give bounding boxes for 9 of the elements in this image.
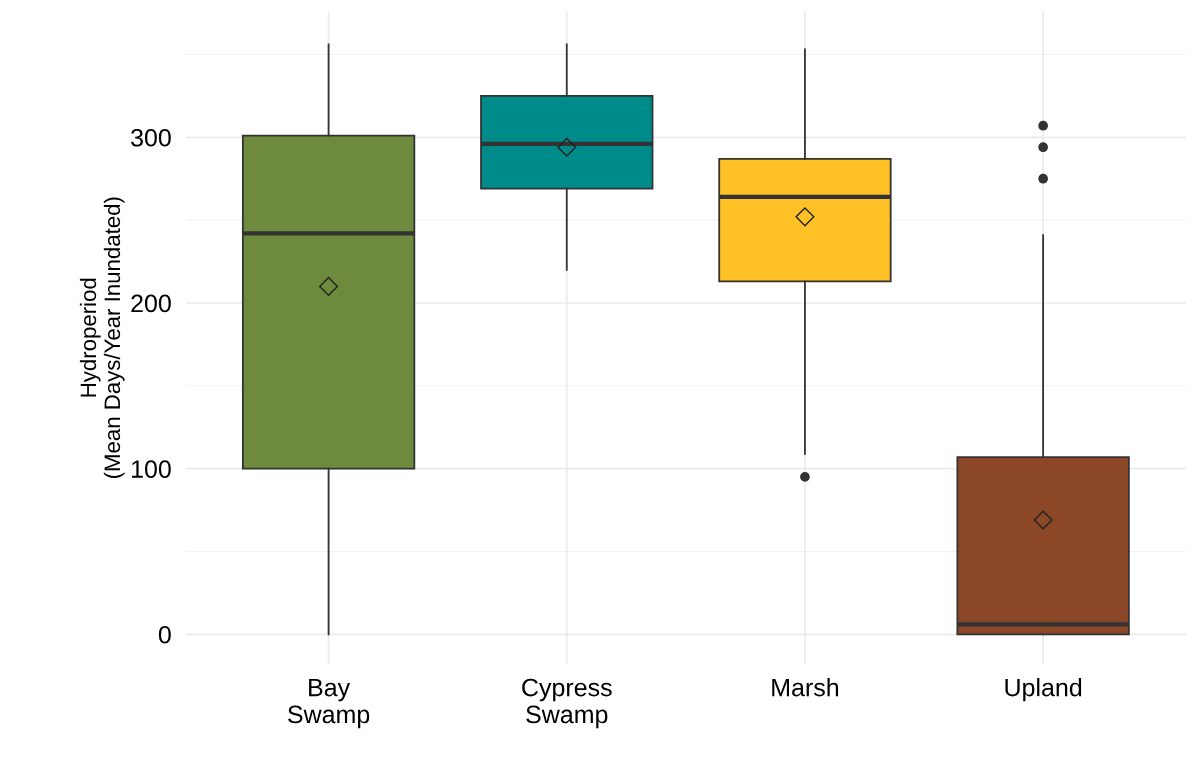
y-tick-label: 100 [132,460,171,478]
x-tick-label: Bay Swamp [288,678,370,729]
y-tick-label: 0 [158,625,171,644]
x-tick-label: Cypress Swamp [522,678,612,729]
y-tick-label: 300 [131,128,171,147]
x-tick-label: Marsh [772,678,839,697]
y-tick-label: 200 [131,294,171,313]
y-axis-title: Hydroperiod (Mean Days/Year Inundated) [79,197,125,479]
x-tick-label: Upland [1005,678,1082,702]
